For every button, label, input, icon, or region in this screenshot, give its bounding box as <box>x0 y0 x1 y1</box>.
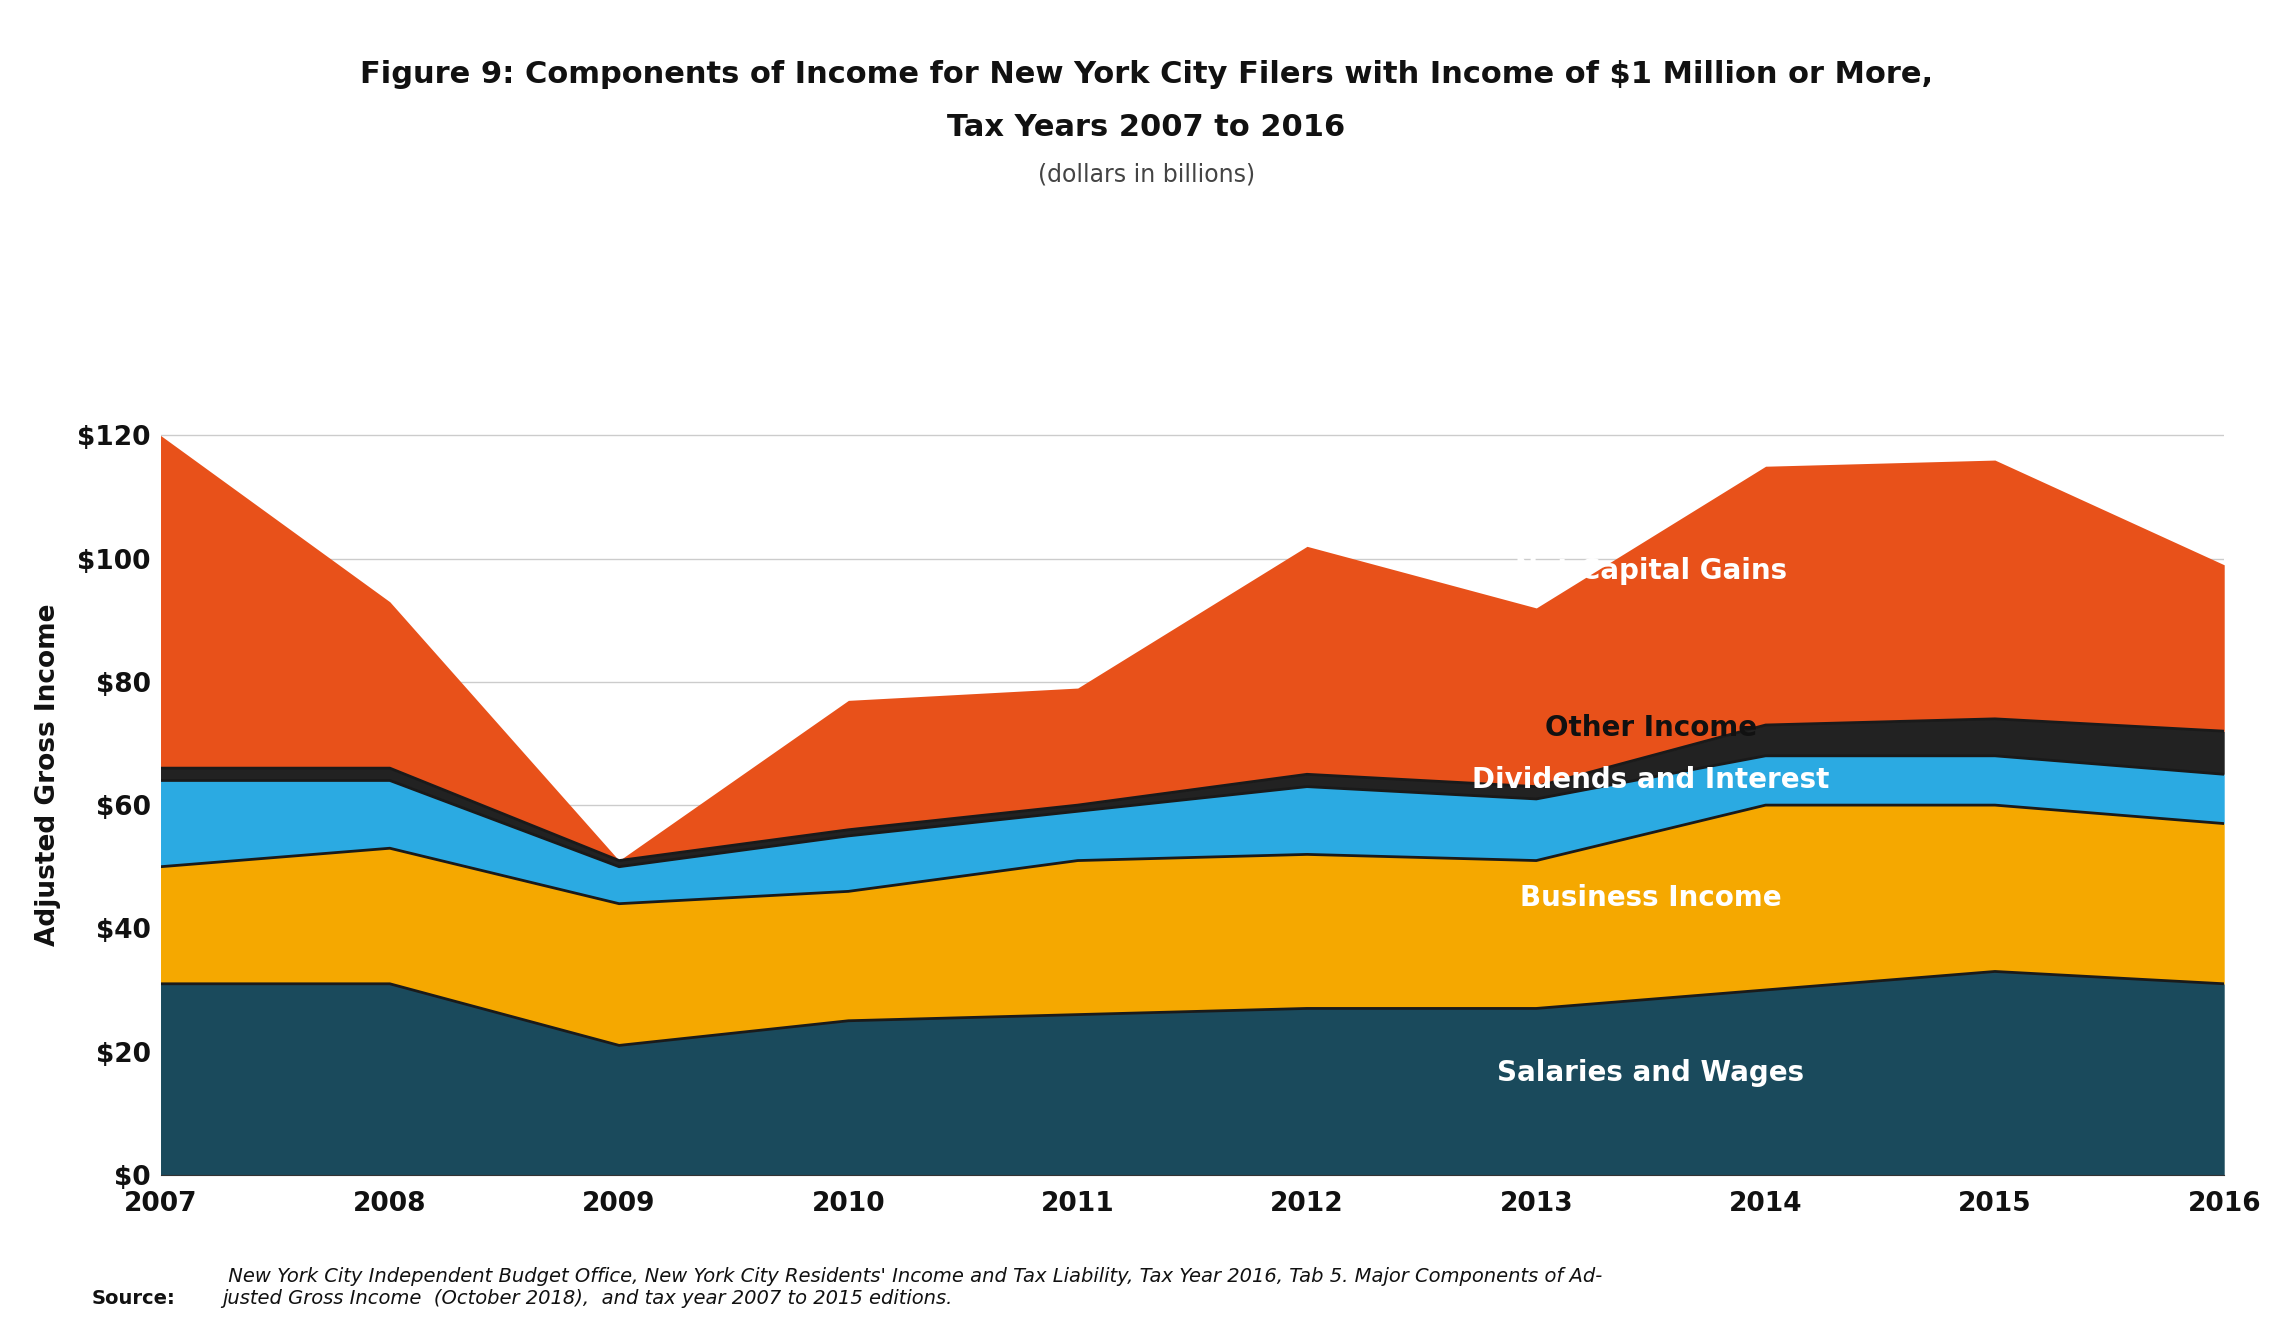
Text: Tax Years 2007 to 2016: Tax Years 2007 to 2016 <box>947 113 1346 143</box>
Text: Salaries and Wages: Salaries and Wages <box>1497 1059 1805 1087</box>
Text: Source:: Source: <box>92 1290 177 1308</box>
Y-axis label: Adjusted Gross Income: Adjusted Gross Income <box>34 603 60 945</box>
Text: Dividends and Interest: Dividends and Interest <box>1472 766 1830 794</box>
Text: Net Capital Gains: Net Capital Gains <box>1516 557 1786 585</box>
Text: Figure 9: Components of Income for New York City Filers with Income of $1 Millio: Figure 9: Components of Income for New Y… <box>360 60 1933 89</box>
Text: New York City Independent Budget Office, New York City Residents' Income and Tax: New York City Independent Budget Office,… <box>222 1267 1603 1308</box>
Text: (dollars in billions): (dollars in billions) <box>1039 163 1254 187</box>
Text: Business Income: Business Income <box>1520 884 1782 912</box>
Text: Other Income: Other Income <box>1545 714 1756 742</box>
